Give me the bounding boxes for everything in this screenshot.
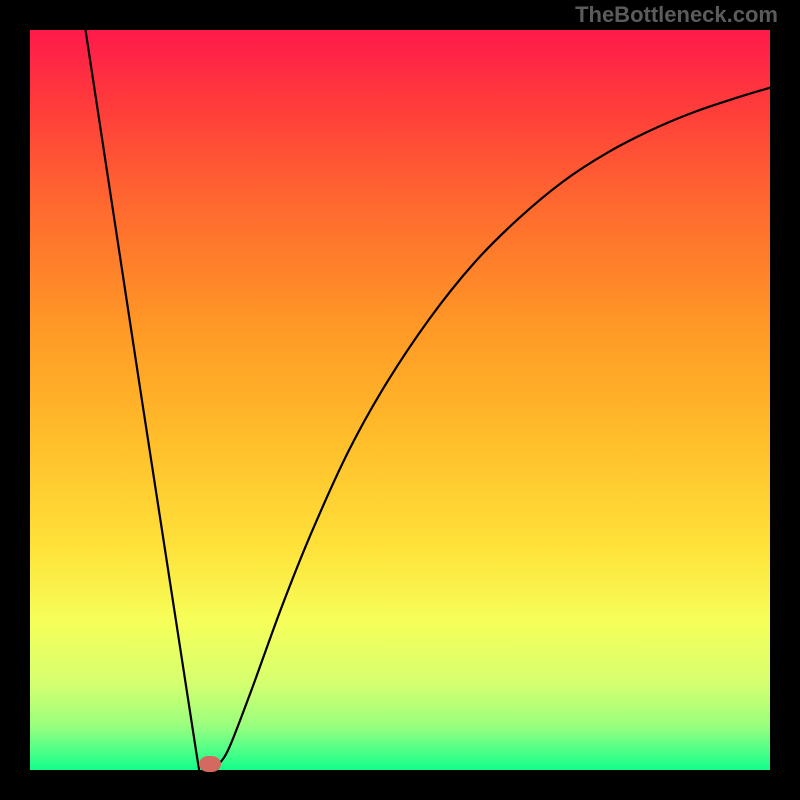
minimum-marker [199, 756, 221, 772]
plot-area [30, 30, 770, 770]
curve-layer [30, 30, 770, 770]
bottleneck-curve [86, 30, 771, 770]
watermark-text: TheBottleneck.com [575, 2, 778, 28]
chart-frame: TheBottleneck.com [0, 0, 800, 800]
